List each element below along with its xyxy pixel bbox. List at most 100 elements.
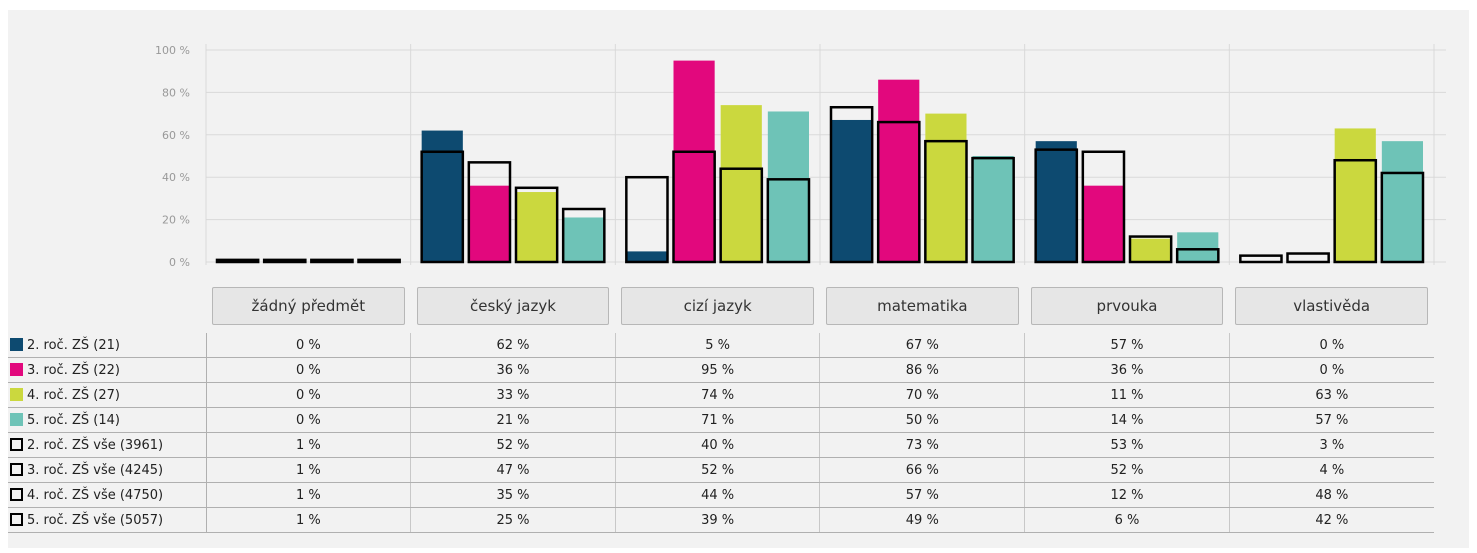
legend-label: 2. roč. ZŠ (21) [27, 337, 120, 353]
data-label: 62 % [410, 333, 616, 358]
data-label: 0 % [206, 333, 412, 358]
category-button-prvouka[interactable]: prvouka [1030, 287, 1224, 325]
data-label: 35 % [410, 482, 616, 508]
legend-entry[interactable]: 4. roč. ZŠ vše (4750) [8, 482, 207, 508]
data-label: 0 % [206, 407, 412, 433]
data-table: 2. roč. ZŠ (21) 0 % 62 % 5 % 67 % 57 % 0 % 3. r… [8, 333, 1434, 533]
bar-2-roc-zs-21 [626, 251, 668, 262]
data-label: 63 % [1229, 382, 1434, 408]
table-row: 3. roč. ZŠ (22) 0 % 36 % 95 % 86 % 36 % 0 % [8, 357, 1434, 383]
data-label: 50 % [819, 407, 1026, 433]
data-label: 39 % [615, 507, 821, 533]
table-row: 2. roč. ZŠ (21) 0 % 62 % 5 % 67 % 57 % 0 % [8, 333, 1434, 358]
legend-swatch [10, 412, 23, 426]
outline-bar-2-roc-zs-vse-3961 [625, 175, 669, 264]
table-row: 4. roč. ZŠ (27) 0 % 33 % 74 % 70 % 11 % 63 % [8, 382, 1434, 408]
data-label: 48 % [1229, 482, 1434, 508]
outline-bar-4-roc-zs-vse-4750 [924, 139, 968, 264]
legend-label: 3. roč. ZŠ (22) [27, 362, 120, 378]
data-label: 70 % [819, 382, 1026, 408]
data-label: 86 % [819, 357, 1026, 383]
data-label: 12 % [1024, 482, 1230, 508]
outline-bar-5-roc-zs-vse-5057 [766, 178, 811, 264]
outline-bar-5-roc-zs-vse-5057 [561, 207, 606, 264]
outline-bar-3-roc-zs-vse-4245 [1286, 252, 1330, 264]
bar-5-roc-zs-14 [972, 156, 1014, 262]
y-tick-label: 0 % [169, 256, 190, 269]
category-button-cizi-jazyk[interactable]: cizí jazyk [621, 287, 814, 325]
bar-4-roc-zs-27 [925, 113, 967, 262]
legend-entry[interactable]: 4. roč. ZŠ (27) [8, 382, 207, 408]
legend-label: 2. roč. ZŠ vše (3961) [27, 437, 164, 453]
legend-entry[interactable]: 5. roč. ZŠ vše (5057) [8, 507, 207, 533]
category-button-zadny-predmet[interactable]: žádný předmět [212, 287, 405, 325]
data-label: 36 % [410, 357, 616, 383]
data-label: 49 % [819, 507, 1026, 533]
category-button-cesky-jazyk[interactable]: český jazyk [416, 287, 610, 325]
bar-3-roc-zs-22 [673, 60, 715, 262]
outline-bar-4-roc-zs-vse-4750 [1128, 235, 1173, 264]
data-label: 1 % [206, 457, 412, 483]
bar-5-roc-zs-14 [563, 217, 605, 262]
legend-entry[interactable]: 5. roč. ZŠ (14) [8, 407, 207, 433]
data-label: 52 % [615, 457, 821, 483]
y-tick-label: 100 % [155, 44, 190, 57]
category-button-vlastiveda[interactable]: vlastivěda [1235, 287, 1428, 325]
bar-4-roc-zs-27 [1130, 238, 1172, 262]
bar-2-roc-zs-21 [1035, 141, 1077, 262]
data-label: 44 % [615, 482, 821, 508]
bar-2-roc-zs-21 [421, 130, 463, 262]
data-label: 11 % [1024, 382, 1230, 408]
outline-bar-2-roc-zs-vse-3961 [1034, 148, 1079, 264]
legend-entry[interactable]: 2. roč. ZŠ (21) [8, 333, 207, 358]
legend-label: 4. roč. ZŠ (27) [27, 387, 120, 403]
y-tick-label: 80 % [162, 86, 190, 99]
outline-bar-4-roc-zs-vse-4750 [719, 167, 764, 264]
data-label: 0 % [1229, 333, 1434, 358]
data-label: 66 % [819, 457, 1026, 483]
data-label: 5 % [615, 333, 821, 358]
outline-bar-5-roc-zs-vse-5057 [357, 258, 401, 264]
legend-swatch [10, 437, 23, 451]
table-row: 3. roč. ZŠ vše (4245) 1 % 47 % 52 % 66 % 52 %… [8, 457, 1434, 483]
bar-3-roc-zs-22 [1082, 185, 1124, 262]
legend-label: 5. roč. ZŠ (14) [27, 412, 120, 428]
bar-4-roc-zs-27 [1334, 128, 1376, 262]
data-label: 73 % [819, 432, 1026, 458]
data-label: 1 % [206, 482, 412, 508]
bar-4-roc-zs-27 [720, 105, 762, 263]
legend-label: 3. roč. ZŠ vše (4245) [27, 462, 164, 478]
data-label: 0 % [206, 382, 412, 408]
data-label: 42 % [1229, 507, 1434, 533]
outline-bar-4-roc-zs-vse-4750 [514, 186, 559, 264]
outline-bar-4-roc-zs-vse-4750 [1333, 158, 1378, 264]
data-label: 25 % [410, 507, 616, 533]
data-label: 53 % [1024, 432, 1230, 458]
bar-5-roc-zs-14 [1381, 141, 1423, 262]
table-row: 4. roč. ZŠ vše (4750) 1 % 35 % 44 % 57 % 12 %… [8, 482, 1434, 508]
legend-entry[interactable]: 3. roč. ZŠ (22) [8, 357, 207, 383]
bar-3-roc-zs-22 [468, 185, 510, 262]
table-row: 5. roč. ZŠ vše (5057) 1 % 25 % 39 % 49 % 6 % 4… [8, 507, 1434, 533]
data-label: 71 % [615, 407, 821, 433]
y-tick-label: 20 % [162, 214, 190, 227]
bar-2-roc-zs-21 [831, 119, 873, 263]
data-label: 67 % [819, 333, 1026, 358]
outline-bar-2-roc-zs-vse-3961 [215, 258, 260, 264]
data-label: 6 % [1024, 507, 1230, 533]
outline-bar-3-roc-zs-vse-4245 [467, 161, 512, 264]
legend-swatch [10, 462, 23, 476]
legend-entry[interactable]: 2. roč. ZŠ vše (3961) [8, 432, 207, 458]
category-button-matematika[interactable]: matematika [826, 287, 1019, 325]
data-label: 52 % [1024, 457, 1230, 483]
y-tick-label: 60 % [162, 129, 190, 142]
legend-swatch [10, 337, 23, 351]
legend-label: 5. roč. ZŠ vše (5057) [27, 512, 164, 528]
outline-bar-5-roc-zs-vse-5057 [1380, 171, 1425, 264]
outline-bar-2-roc-zs-vse-3961 [1239, 254, 1283, 264]
data-label: 40 % [615, 432, 821, 458]
bar-5-roc-zs-14 [767, 111, 809, 262]
legend-entry[interactable]: 3. roč. ZŠ vše (4245) [8, 457, 207, 483]
bar-5-roc-zs-14 [1177, 232, 1219, 262]
